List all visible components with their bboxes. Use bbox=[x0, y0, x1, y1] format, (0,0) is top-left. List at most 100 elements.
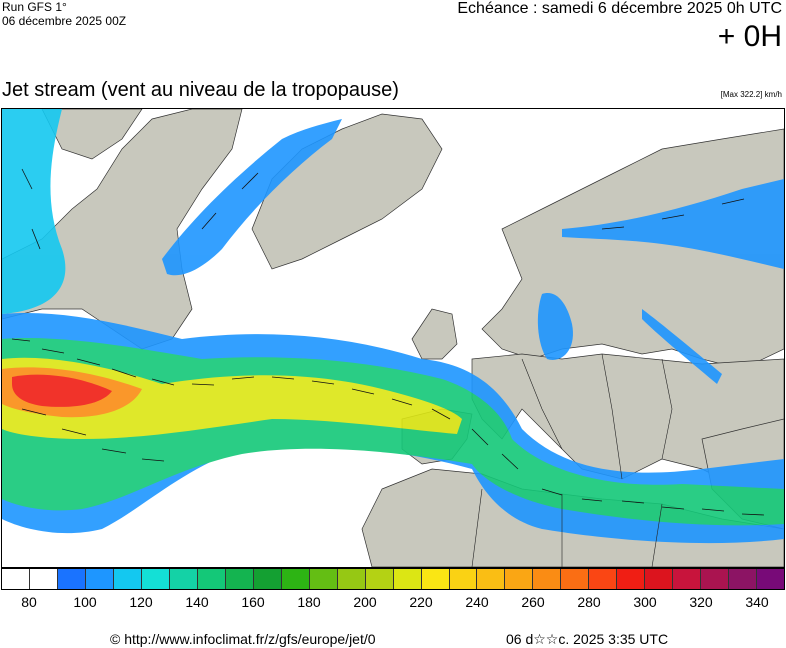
colorbar-tick-label: 200 bbox=[353, 594, 377, 610]
jet-russia-band bbox=[562, 179, 784, 269]
colorbar-swatch bbox=[589, 569, 618, 589]
colorbar-swatch bbox=[225, 569, 254, 589]
colorbar-swatch bbox=[673, 569, 702, 589]
wind-arrow bbox=[271, 376, 295, 380]
wind-arrow bbox=[431, 408, 451, 420]
colorbar-swatch bbox=[57, 569, 86, 589]
wind-arrow bbox=[241, 172, 259, 190]
wind-arrow bbox=[61, 428, 87, 436]
wind-arrow bbox=[21, 408, 47, 416]
colorbar-swatch bbox=[141, 569, 170, 589]
colorbar-tick-label: 220 bbox=[409, 594, 433, 610]
colorbar-tick-label: 100 bbox=[73, 594, 97, 610]
jet-northwest-band bbox=[2, 109, 66, 314]
wind-arrow bbox=[151, 378, 175, 386]
wind-arrow bbox=[601, 226, 625, 230]
wind-arrow bbox=[661, 214, 685, 220]
border-line bbox=[471, 488, 483, 567]
wind-arrow bbox=[201, 212, 217, 230]
wind-arrow bbox=[701, 508, 725, 512]
colorbar-tick-label: 240 bbox=[465, 594, 489, 610]
colorbar-tick-label: 320 bbox=[689, 594, 713, 610]
colorbar-swatch bbox=[365, 569, 394, 589]
run-date: 06 décembre 2025 00Z bbox=[2, 14, 127, 28]
colorbar-swatch bbox=[169, 569, 198, 589]
colorbar-swatch bbox=[253, 569, 282, 589]
colorbar-swatch bbox=[113, 569, 142, 589]
colorbar-swatch bbox=[757, 569, 785, 589]
lead-time: + 0H bbox=[717, 20, 782, 53]
jet-core-atlantic-yellow bbox=[2, 357, 462, 439]
run-title: Run GFS 1° bbox=[2, 0, 67, 14]
colorbar-swatch bbox=[617, 569, 646, 589]
colorbar-swatch bbox=[85, 569, 114, 589]
colorbar-tick-label: 160 bbox=[241, 594, 265, 610]
north-america bbox=[2, 109, 243, 350]
colorbar-swatch bbox=[421, 569, 450, 589]
wind-arrow bbox=[11, 338, 31, 342]
wind-arrow bbox=[311, 380, 335, 385]
colorbar-swatch bbox=[449, 569, 478, 589]
wind-arrow bbox=[501, 453, 519, 470]
wind-arrow bbox=[621, 500, 645, 504]
wind-arrow bbox=[191, 383, 215, 386]
wind-arrow bbox=[581, 498, 603, 502]
colorbar-swatch bbox=[337, 569, 366, 589]
colorbar-swatch bbox=[701, 569, 730, 589]
colorbar-ticks: 80 100 120 140 160 180 200 220 240 260 280 300 320 34… bbox=[1, 594, 785, 610]
border-line bbox=[601, 353, 623, 480]
colorbar-tick-label: 340 bbox=[745, 594, 769, 610]
colorbar-swatch bbox=[533, 569, 562, 589]
colorbar-tick-label: 260 bbox=[521, 594, 545, 610]
wind-arrow bbox=[661, 506, 685, 510]
wind-arrow bbox=[541, 488, 563, 496]
wind-arrow bbox=[141, 458, 165, 462]
borders bbox=[471, 353, 673, 567]
wind-arrow bbox=[721, 198, 745, 205]
jet-stream-map bbox=[1, 108, 785, 568]
jet-arctic-band bbox=[162, 119, 342, 276]
colorbar-tick-label: 300 bbox=[633, 594, 657, 610]
colorbar-tick-label: 120 bbox=[129, 594, 153, 610]
colorbar-swatch bbox=[505, 569, 534, 589]
border-line bbox=[651, 503, 663, 567]
wind-vectors bbox=[11, 168, 765, 516]
valid-time: Echéance : samedi 6 décembre 2025 0h UTC bbox=[457, 0, 782, 17]
colorbar-swatch bbox=[561, 569, 590, 589]
wind-arrow bbox=[741, 513, 765, 516]
colorbar-tick-label: 140 bbox=[185, 594, 209, 610]
wind-speed-colorbar bbox=[1, 568, 785, 590]
colorbar-tick-label: 180 bbox=[297, 594, 321, 610]
colorbar-tick-label: 80 bbox=[21, 594, 37, 610]
wind-arrow bbox=[31, 228, 41, 250]
colorbar-swatch bbox=[2, 569, 30, 589]
wind-arrow bbox=[471, 428, 489, 446]
colorbar-swatch bbox=[729, 569, 758, 589]
wind-shading bbox=[2, 109, 784, 544]
wind-arrow bbox=[101, 448, 127, 454]
footer-date: 06 d☆☆c. 2025 3:35 UTC bbox=[506, 631, 669, 647]
colorbar-swatch bbox=[281, 569, 310, 589]
wind-arrow bbox=[351, 388, 375, 395]
map-canvas bbox=[2, 109, 784, 567]
wind-arrow bbox=[41, 348, 65, 354]
wind-arrow bbox=[21, 168, 33, 190]
canadian-arctic bbox=[41, 109, 143, 160]
colorbar-swatch bbox=[309, 569, 338, 589]
max-wind-label: [Max 322.2] km/h bbox=[720, 90, 782, 99]
wind-arrow bbox=[76, 358, 101, 366]
jet-core-atlantic-red bbox=[12, 374, 112, 407]
colorbar-swatch bbox=[197, 569, 226, 589]
jet-baltic-band bbox=[537, 293, 573, 360]
product-title: Jet stream (vent au niveau de la tropopa… bbox=[2, 79, 399, 101]
colorbar-swatch bbox=[477, 569, 506, 589]
jet-black-sea-band bbox=[642, 309, 722, 384]
border-line bbox=[661, 358, 673, 460]
copyright-link[interactable]: © http://www.infoclimat.fr/z/gfs/europe/… bbox=[110, 631, 376, 647]
colorbar-swatch bbox=[393, 569, 422, 589]
wind-arrow bbox=[231, 376, 255, 380]
border-line bbox=[521, 358, 563, 450]
land-masses bbox=[2, 109, 784, 567]
colorbar-swatch bbox=[29, 569, 58, 589]
colorbar-tick-label: 280 bbox=[577, 594, 601, 610]
